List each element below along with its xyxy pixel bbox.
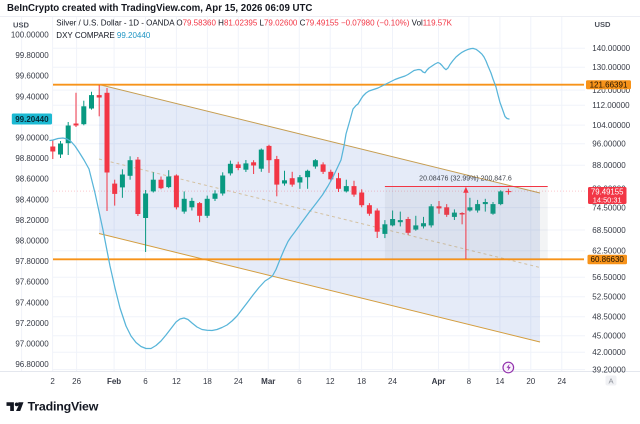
svg-text:74.50000: 74.50000 [592,203,626,212]
svg-text:14: 14 [495,377,504,386]
svg-text:Mar: Mar [261,377,275,386]
svg-text:A: A [608,376,614,385]
svg-text:99.60000: 99.60000 [15,72,49,81]
svg-text:6: 6 [143,377,148,386]
svg-text:97.20000: 97.20000 [15,319,49,328]
svg-text:98.00000: 98.00000 [15,237,49,246]
svg-text:USD: USD [595,20,612,29]
svg-text:24: 24 [388,377,397,386]
svg-text:60.86630: 60.86630 [591,255,625,264]
svg-text:99.20440: 99.20440 [15,115,49,124]
svg-text:97.00000: 97.00000 [15,340,49,349]
svg-text:45.00000: 45.00000 [592,332,626,341]
svg-text:98.80000: 98.80000 [15,154,49,163]
svg-text:14:50:31: 14:50:31 [593,196,622,205]
svg-text:12: 12 [172,377,181,386]
svg-text:100.00000: 100.00000 [11,31,49,40]
svg-text:42.00000: 42.00000 [592,348,626,357]
svg-text:99.40000: 99.40000 [15,92,49,101]
svg-text:18: 18 [203,377,212,386]
svg-text:104.00000: 104.00000 [592,121,630,130]
svg-text:8: 8 [467,377,472,386]
svg-text:BeInCrypto created with Tradin: BeInCrypto created with TradingView.com,… [7,3,312,14]
svg-text:121.66391: 121.66391 [590,80,628,89]
svg-text:Apr: Apr [432,377,446,386]
svg-text:20.08476 (32.99%) 200,847.6: 20.08476 (32.99%) 200,847.6 [419,175,512,182]
svg-text:98.40000: 98.40000 [15,195,49,204]
svg-text:98.20000: 98.20000 [15,216,49,225]
svg-text:Feb: Feb [107,377,121,386]
svg-text:98.60000: 98.60000 [15,175,49,184]
svg-text:52.50000: 52.50000 [592,293,626,302]
svg-text:62.50000: 62.50000 [592,247,626,256]
svg-text:96.00000: 96.00000 [592,140,626,149]
svg-text:Silver / U.S. Dollar - 1D - OA: Silver / U.S. Dollar - 1D - OANDA O79.58… [56,19,452,28]
svg-text:DXY COMPARE 99.20440: DXY COMPARE 99.20440 [56,31,151,40]
svg-text:TradingView: TradingView [28,399,99,413]
svg-text:99.00000: 99.00000 [15,134,49,143]
svg-text:26: 26 [72,377,81,386]
svg-text:140.00000: 140.00000 [592,44,630,53]
svg-text:68.50000: 68.50000 [592,226,626,235]
svg-text:130.00000: 130.00000 [592,63,630,72]
svg-text:48.50000: 48.50000 [592,313,626,322]
svg-text:24: 24 [557,377,566,386]
svg-text:120.00000: 120.00000 [592,86,630,95]
svg-text:6: 6 [297,377,302,386]
svg-text:97.40000: 97.40000 [15,298,49,307]
svg-text:20: 20 [526,377,535,386]
svg-text:18: 18 [357,377,366,386]
svg-text:88.00000: 88.00000 [592,161,626,170]
svg-text:2: 2 [50,377,55,386]
svg-text:79.49155: 79.49155 [591,188,624,197]
svg-text:112.00000: 112.00000 [592,101,630,110]
svg-text:99.80000: 99.80000 [15,51,49,60]
svg-text:97.60000: 97.60000 [15,278,49,287]
svg-text:USD: USD [13,20,30,29]
svg-text:12: 12 [326,377,335,386]
svg-text:39.20000: 39.20000 [592,365,626,374]
svg-text:56.50000: 56.50000 [592,273,626,282]
svg-text:96.80000: 96.80000 [15,360,49,369]
svg-text:24: 24 [234,377,243,386]
svg-text:97.80000: 97.80000 [15,257,49,266]
